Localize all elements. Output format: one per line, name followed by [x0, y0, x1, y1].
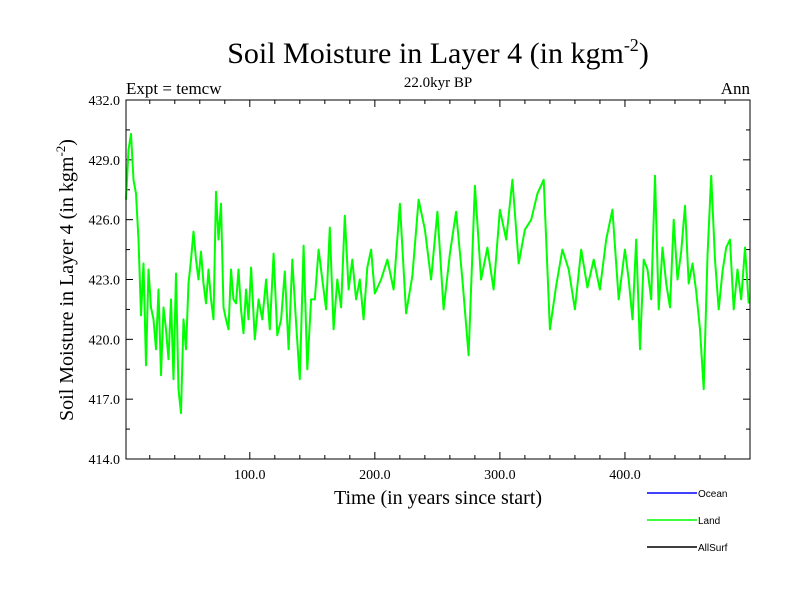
legend-label-allsurf: AllSurf — [698, 543, 728, 554]
x-tick-label: 400.0 — [609, 468, 641, 483]
series-layer — [125, 132, 750, 415]
experiment-label: Expt = temcw — [126, 79, 222, 98]
chart-subtitle: 22.0kyr BP — [404, 75, 472, 91]
y-tick-label: 414.0 — [89, 453, 121, 468]
y-tick-label: 432.0 — [89, 94, 121, 109]
y-axis-label-close: ) — [56, 139, 78, 146]
chart-title: Soil Moisture in Layer 4 (in kgm-2) — [227, 35, 649, 70]
y-tick-label: 423.0 — [89, 274, 121, 289]
x-axis-label: Time (in years since start) — [334, 487, 542, 509]
legend-label-ocean: Ocean — [698, 489, 727, 500]
chart-title-main: Soil Moisture in Layer 4 (in kgm — [227, 37, 624, 70]
x-tick-label: 100.0 — [234, 468, 266, 483]
legend: Ocean Land AllSurf — [647, 489, 728, 554]
y-tick-label: 417.0 — [89, 393, 121, 408]
x-tick-label: 300.0 — [484, 468, 516, 483]
y-axis-label-sup: -2 — [53, 146, 68, 157]
season-label: Ann — [721, 79, 751, 98]
y-tick-label: 420.0 — [89, 333, 121, 348]
plot-frame — [125, 99, 751, 460]
y-axis-label: Soil Moisture in Layer 4 (in kgm-2) — [53, 139, 78, 421]
chart-title-sup: -2 — [624, 35, 639, 55]
x-tick-label: 200.0 — [359, 468, 391, 483]
chart-title-close: ) — [639, 37, 649, 70]
y-tick-label: 429.0 — [89, 154, 121, 169]
y-tick-label: 426.0 — [89, 214, 121, 229]
series-line-land — [125, 132, 750, 415]
legend-label-land: Land — [698, 516, 720, 527]
y-axis-label-main: Soil Moisture in Layer 4 (in kgm — [56, 156, 78, 421]
